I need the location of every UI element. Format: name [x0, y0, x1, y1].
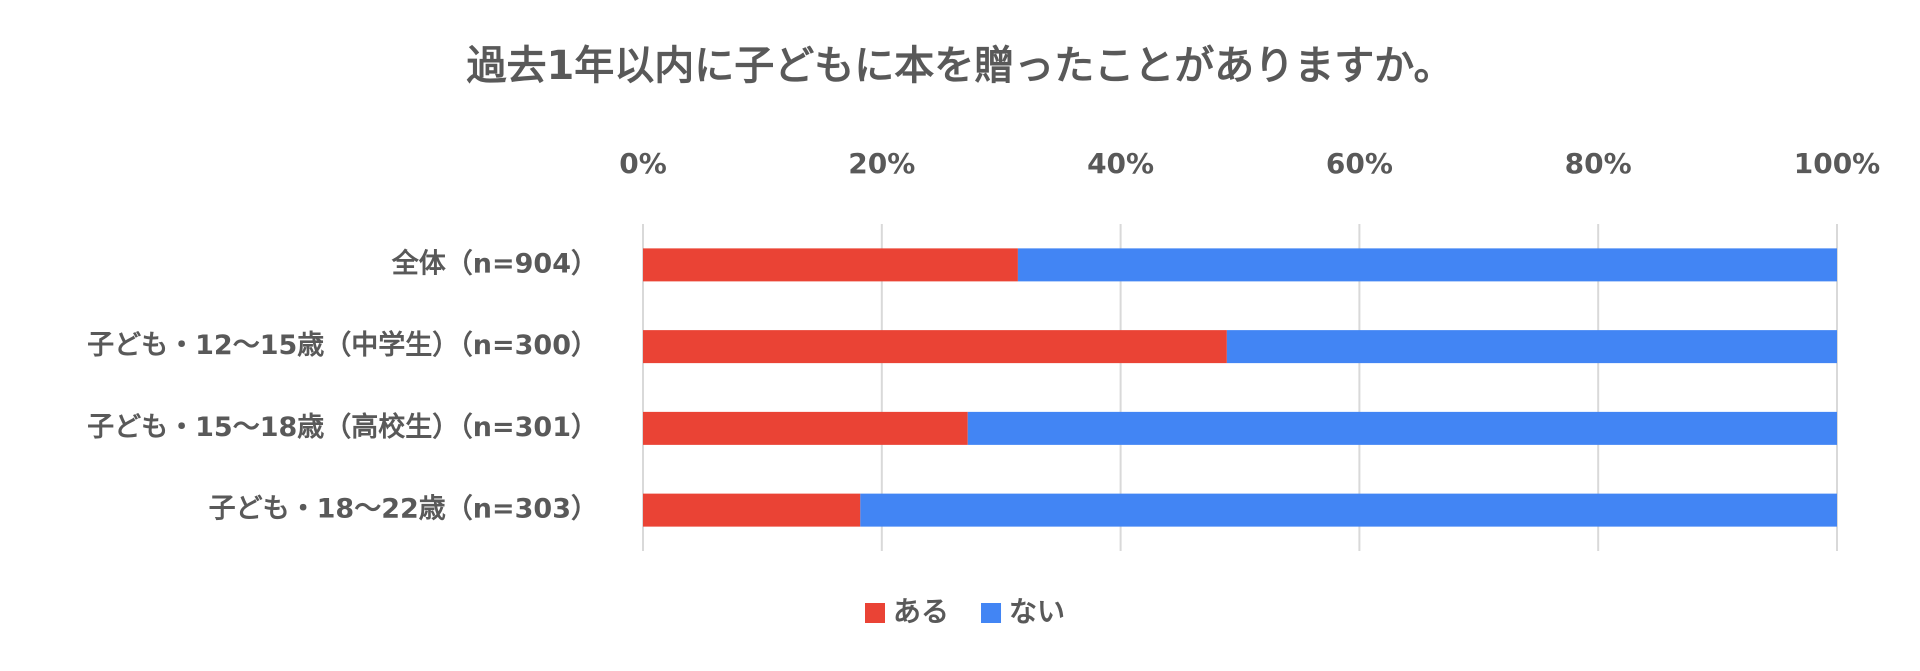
bar-segment [860, 493, 1837, 527]
x-tick-label: 80% [1565, 147, 1632, 180]
chart-title: 過去1年以内に子どもに本を贈ったことがありますか。 [466, 43, 1453, 89]
x-tick-label: 60% [1326, 147, 1393, 180]
x-tick-label: 0% [619, 147, 667, 180]
x-tick-label: 40% [1087, 147, 1154, 180]
bar-segment [1017, 248, 1837, 282]
y-tick-label: 子ども・12～15歳（中学生）（n=300） [87, 329, 598, 361]
bar-segment [967, 411, 1837, 445]
legend-label: ある [893, 595, 949, 628]
x-tick-label: 100% [1794, 147, 1881, 180]
bar-segment [643, 411, 968, 445]
y-tick-label: 子ども・15～18歳（高校生）（n=301） [87, 411, 598, 443]
bar-segment [1226, 330, 1837, 364]
x-tick-label: 20% [848, 147, 915, 180]
bar-segment [643, 493, 861, 527]
legend-swatch [981, 603, 1002, 623]
legend-swatch [865, 603, 885, 623]
bar-segment [643, 330, 1227, 364]
legend-label: ない [1009, 595, 1065, 628]
bar-segment [643, 248, 1018, 282]
y-tick-label: 全体（n=904） [391, 247, 598, 279]
y-tick-label: 子ども・18～22歳（n=303） [209, 494, 598, 525]
